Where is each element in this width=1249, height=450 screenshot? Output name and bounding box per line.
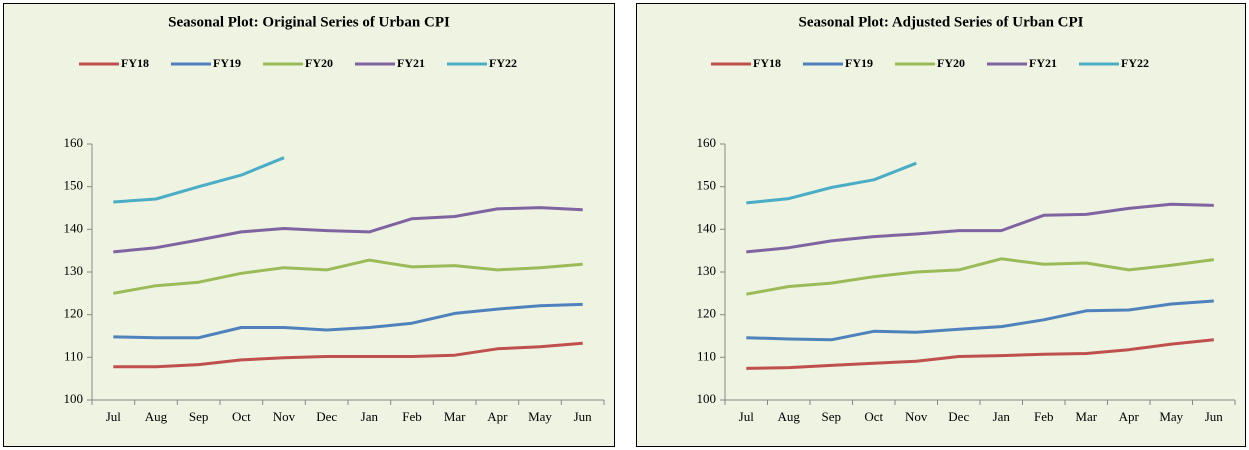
chart: Seasonal Plot: Adjusted Series of Urban …: [636, 3, 1246, 447]
panel: [3, 3, 615, 447]
x-tick-label: Oct: [232, 409, 251, 424]
chart: Seasonal Plot: Original Series of Urban …: [3, 3, 615, 447]
x-tick-label: Oct: [864, 409, 883, 424]
series-line: [113, 258, 583, 295]
x-tick-label: Sep: [822, 409, 842, 424]
x-tick-label: Feb: [1034, 409, 1054, 424]
y-tick-label: 160: [697, 135, 717, 150]
y-tick-label: 160: [64, 135, 84, 150]
y-tick-label: 120: [697, 306, 717, 321]
y-tick-label: 110: [64, 348, 83, 363]
x-tick-label: Mar: [444, 409, 466, 424]
y-tick-label: 130: [64, 263, 84, 278]
legend-label: FY18: [121, 56, 149, 70]
x-tick-label: May: [528, 409, 552, 424]
legend-label: FY21: [397, 56, 425, 70]
series-line: [746, 161, 917, 205]
series-line: [113, 206, 583, 254]
y-tick-label: 130: [697, 263, 717, 278]
legend-label: FY19: [845, 56, 873, 70]
series-line: [746, 202, 1214, 254]
series-line: [113, 302, 583, 340]
legend-label: FY19: [213, 56, 241, 70]
y-tick-label: 140: [64, 220, 84, 235]
x-tick-label: Apr: [1119, 409, 1140, 424]
y-tick-label: 110: [697, 348, 716, 363]
legend-label: FY22: [489, 56, 517, 70]
y-tick-label: 120: [64, 306, 84, 321]
series-line: [746, 257, 1214, 296]
series-line: [113, 156, 285, 204]
x-tick-label: Jan: [993, 409, 1011, 424]
x-tick-label: Feb: [402, 409, 422, 424]
x-tick-label: Dec: [316, 409, 337, 424]
chart-title: Seasonal Plot: Adjusted Series of Urban …: [798, 14, 1083, 30]
chart-title: Seasonal Plot: Original Series of Urban …: [168, 14, 450, 30]
x-tick-label: Sep: [189, 409, 209, 424]
y-tick-label: 150: [64, 178, 84, 193]
legend-label: FY20: [305, 56, 333, 70]
y-tick-label: 150: [697, 178, 717, 193]
series-line: [746, 338, 1214, 370]
x-tick-label: Jul: [106, 409, 122, 424]
y-tick-label: 100: [697, 391, 717, 406]
x-tick-label: Mar: [1075, 409, 1097, 424]
x-tick-label: Jul: [739, 409, 755, 424]
x-tick-label: Aug: [145, 409, 168, 424]
panel: [636, 3, 1246, 447]
x-tick-label: Jun: [574, 409, 593, 424]
legend-label: FY18: [753, 56, 781, 70]
series-line: [113, 341, 583, 369]
x-tick-label: Jun: [1205, 409, 1224, 424]
x-tick-label: Jan: [361, 409, 379, 424]
legend-label: FY20: [937, 56, 965, 70]
x-tick-label: May: [1159, 409, 1183, 424]
legend-label: FY21: [1029, 56, 1057, 70]
legend-label: FY22: [1121, 56, 1149, 70]
y-tick-label: 100: [64, 391, 84, 406]
x-tick-label: Nov: [905, 409, 928, 424]
x-tick-label: Dec: [948, 409, 969, 424]
x-tick-label: Apr: [487, 409, 508, 424]
x-tick-label: Aug: [778, 409, 801, 424]
series-line: [746, 299, 1214, 342]
x-tick-label: Nov: [273, 409, 296, 424]
y-tick-label: 140: [697, 220, 717, 235]
